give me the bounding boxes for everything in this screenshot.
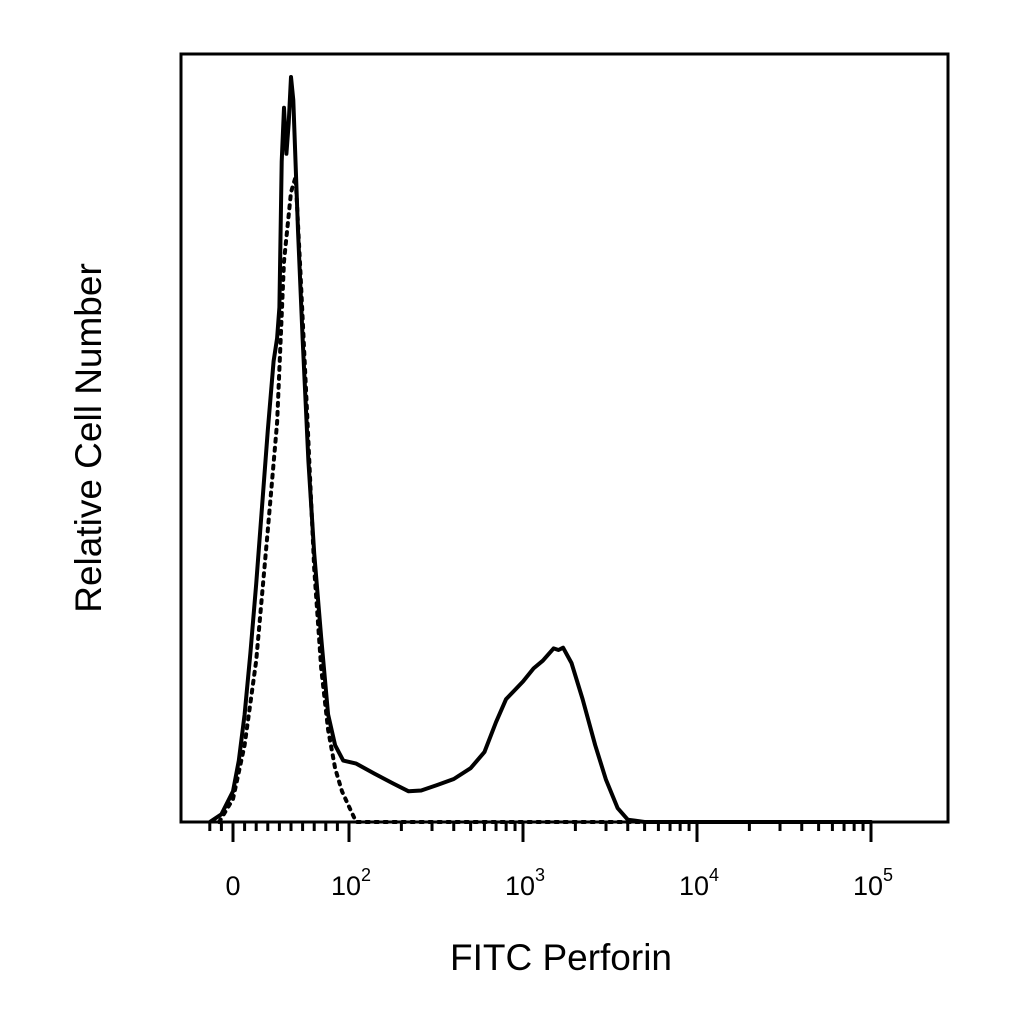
- x-tick-label: 102: [331, 865, 371, 901]
- x-tick-label: 103: [505, 865, 545, 901]
- x-major-ticks: [231, 822, 873, 842]
- series-line-dotted: [217, 174, 873, 824]
- x-tick-label: 0: [225, 871, 240, 901]
- series-line-solid: [208, 75, 871, 824]
- series-layer: [208, 75, 873, 824]
- x-tick-label: 104: [679, 865, 719, 901]
- x-tick-labels: 0 102 103 104 105: [225, 865, 893, 901]
- y-axis-label: Relative Cell Number: [68, 263, 109, 613]
- x-axis-label: FITC Perforin: [450, 937, 672, 978]
- plot-frame: [179, 52, 950, 824]
- x-tick-label: 105: [853, 865, 893, 901]
